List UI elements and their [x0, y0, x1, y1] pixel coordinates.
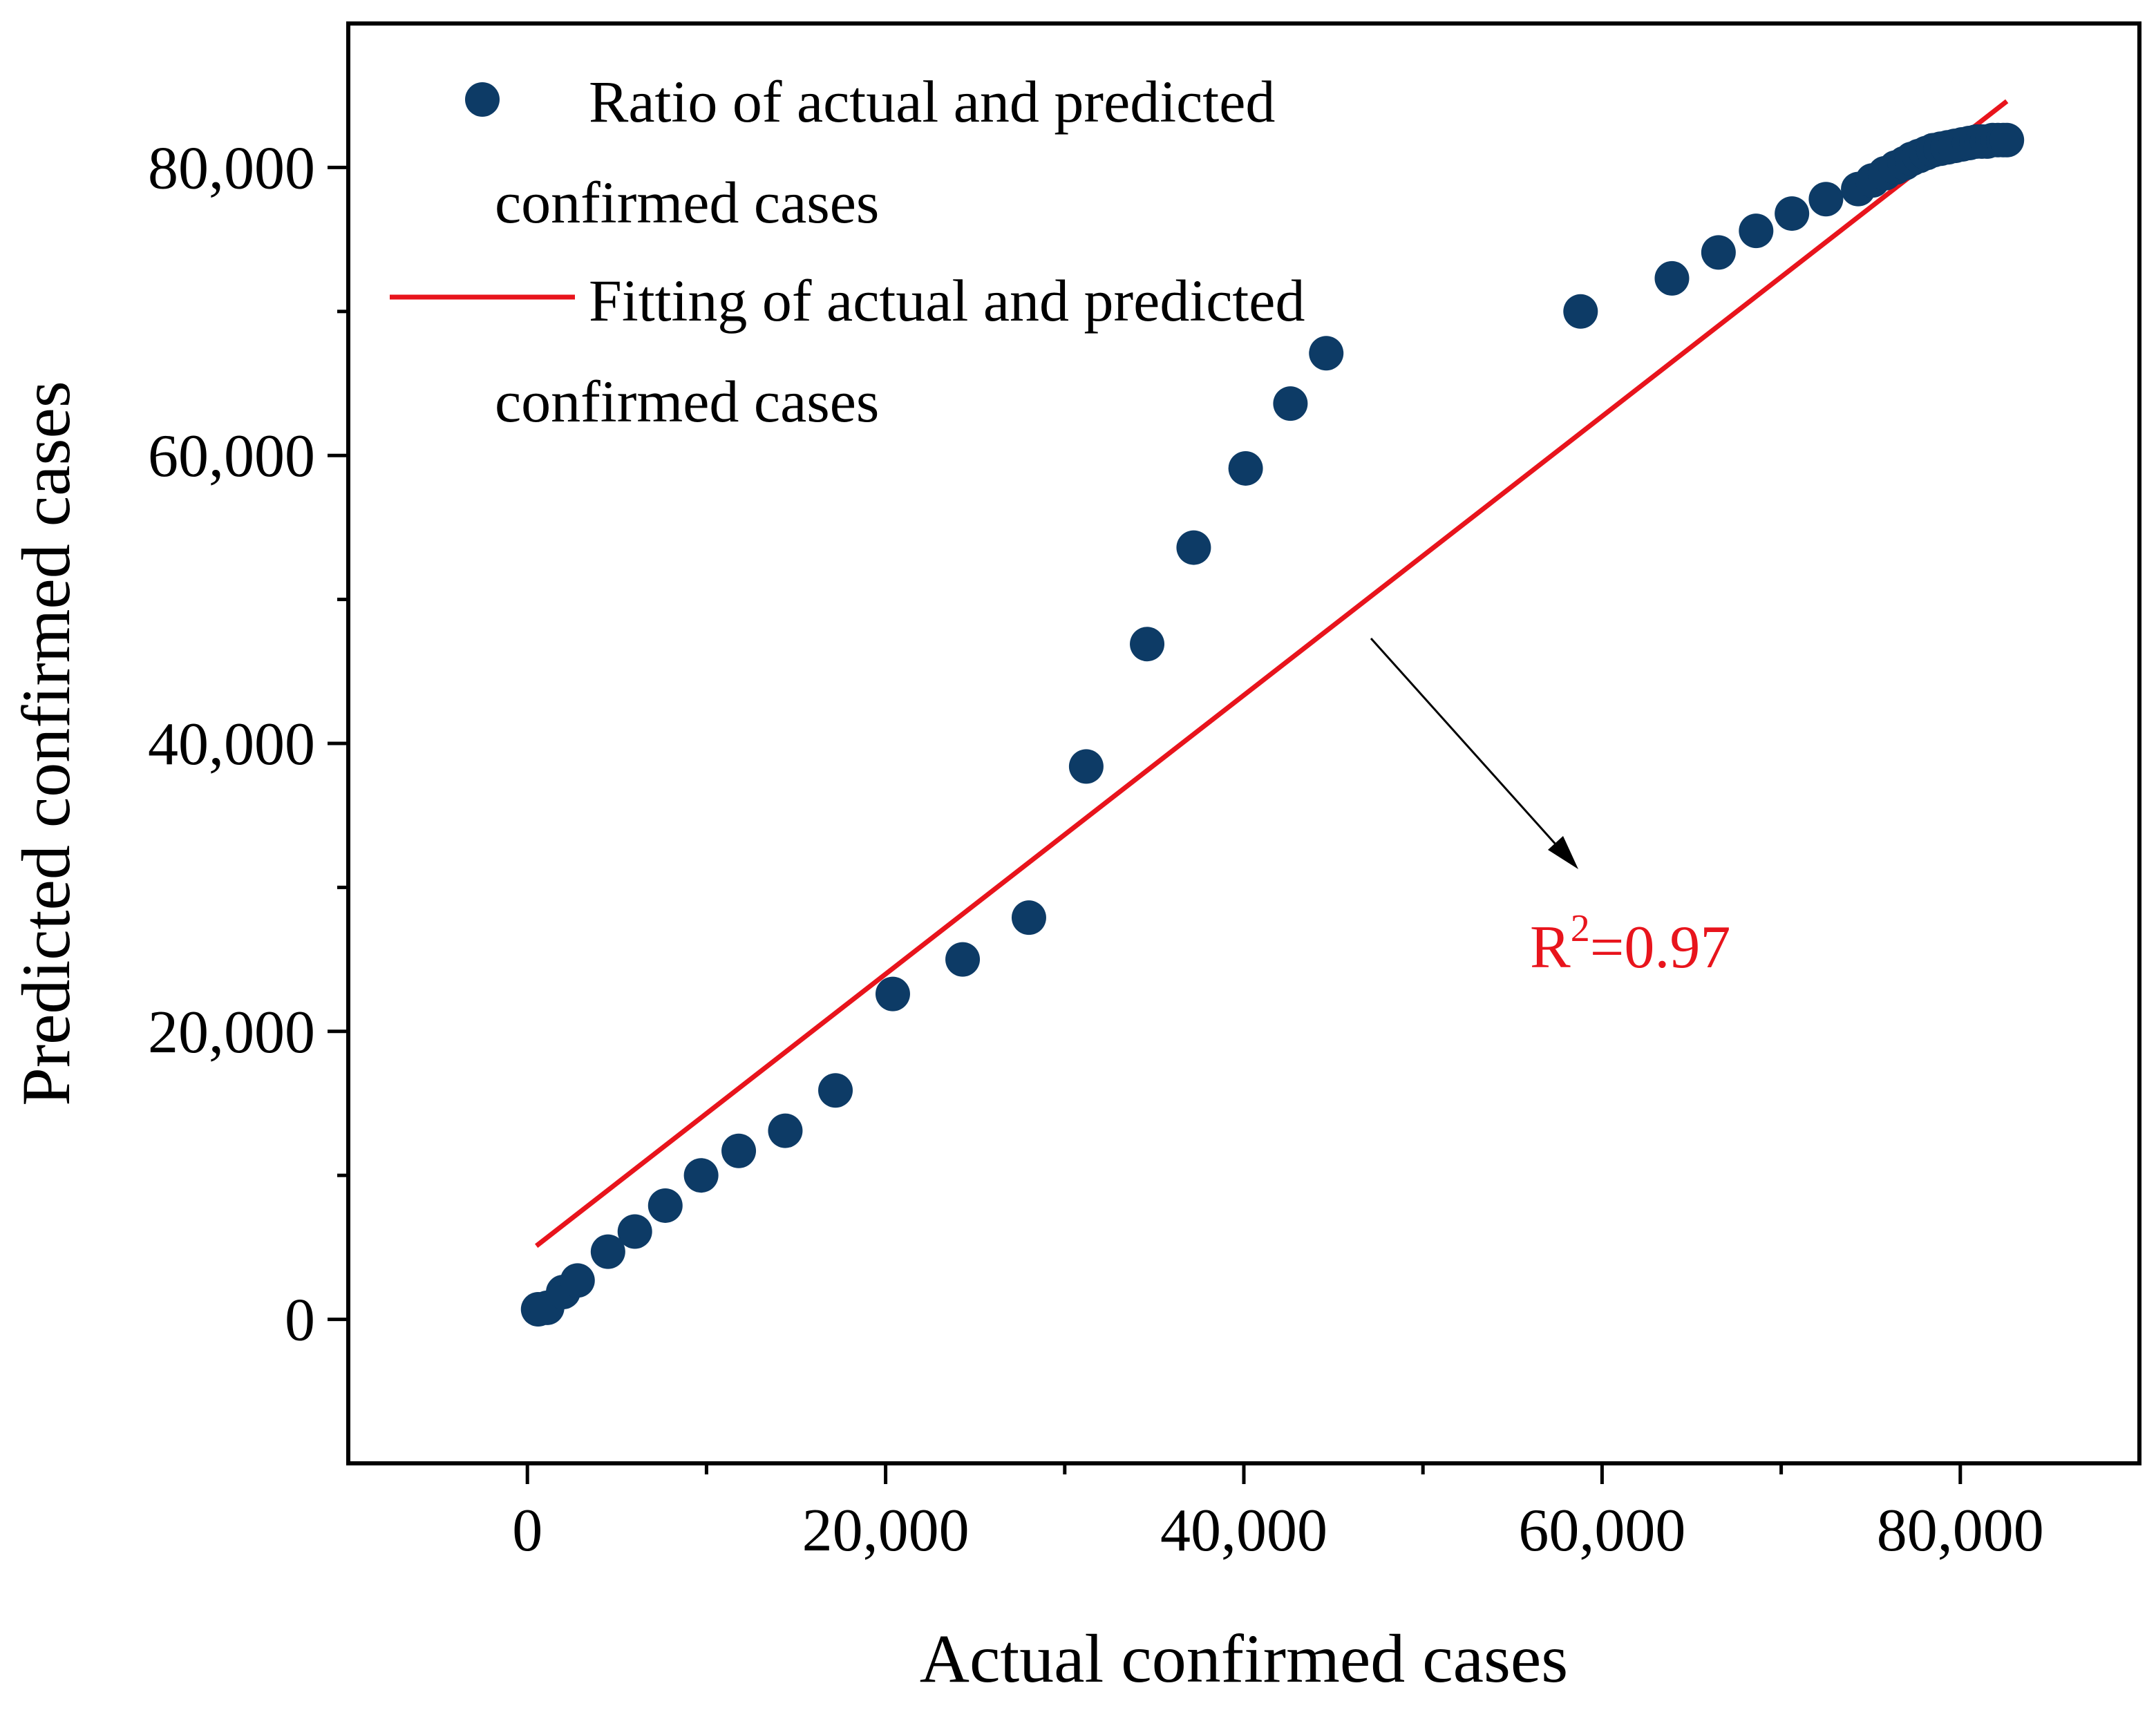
data-point	[1130, 627, 1165, 662]
y-tick-label: 40,000	[148, 711, 315, 778]
data-point	[875, 976, 910, 1011]
data-point	[768, 1113, 803, 1148]
fit-line-layer	[535, 99, 2009, 1248]
y-tick-label: 20,000	[148, 999, 315, 1066]
annotation-arrow	[1370, 637, 1578, 869]
legend-label-fit-line1: Fitting of actual and predicted	[589, 267, 1305, 334]
data-point	[617, 1214, 652, 1249]
data-point	[1654, 260, 1690, 296]
r-squared-annotation: R2=0.97	[1530, 907, 1730, 981]
data-point	[818, 1073, 853, 1108]
scatter-points	[520, 122, 2025, 1327]
data-point	[1176, 530, 1211, 565]
y-axis-title: Predicted confirmed cases	[8, 381, 84, 1106]
x-axis-title: Actual confirmed cases	[920, 1620, 1568, 1697]
data-point	[1068, 749, 1104, 784]
y-tick-label: 60,000	[148, 423, 315, 490]
data-point	[1563, 294, 1598, 329]
data-point	[1228, 450, 1263, 486]
data-point	[1775, 196, 1810, 231]
x-tick-label: 60,000	[1518, 1497, 1685, 1564]
y-axis-ticks: 0 20,000 40,000 60,000 80,000	[148, 135, 348, 1354]
legend-label-points-line2: confirmed cases	[495, 169, 879, 236]
x-tick-label: 20,000	[802, 1497, 970, 1564]
r-squared-exponent: 2	[1571, 907, 1590, 950]
legend-label-points-line1: Ratio of actual and predicted	[589, 68, 1275, 135]
r-squared-base: R	[1530, 914, 1571, 981]
data-point	[945, 942, 981, 977]
data-point	[1273, 386, 1308, 421]
legend: Ratio of actual and predicted confirmed …	[390, 68, 1305, 435]
data-point	[1011, 900, 1046, 935]
x-tick-label: 40,000	[1160, 1497, 1327, 1564]
legend-label-fit-line2: confirmed cases	[495, 368, 879, 435]
data-point	[1739, 213, 1774, 249]
x-tick-label: 80,000	[1877, 1497, 2044, 1564]
data-point	[590, 1234, 625, 1269]
data-point	[1989, 122, 2025, 158]
data-point	[683, 1158, 719, 1193]
data-point	[1808, 182, 1844, 217]
x-axis-ticks: 0 20,000 40,000 60,000 80,000	[512, 1463, 2044, 1564]
fit-line	[535, 99, 2009, 1248]
y-tick-label: 0	[285, 1287, 315, 1354]
y-tick-label: 80,000	[148, 135, 315, 202]
legend-marker-points	[465, 82, 500, 117]
data-point	[721, 1133, 757, 1168]
data-point	[1309, 336, 1344, 371]
data-point	[560, 1263, 595, 1298]
data-point	[1701, 235, 1736, 270]
data-point	[647, 1188, 683, 1223]
x-tick-label: 0	[512, 1497, 542, 1564]
r-squared-value: =0.97	[1590, 914, 1731, 981]
